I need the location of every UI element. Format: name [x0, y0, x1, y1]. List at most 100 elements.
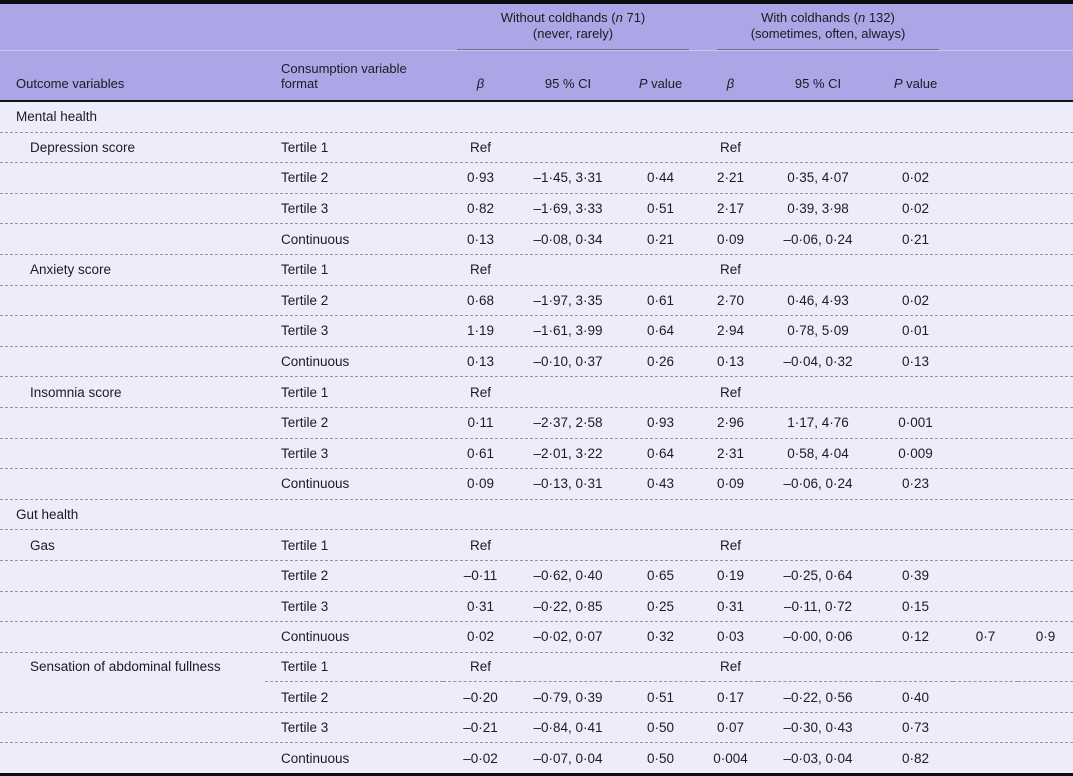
cell-beta-with: Ref [719, 262, 741, 278]
cell-p-without: 0·65 [646, 568, 675, 584]
cell-ci-with: –0·04, 0·32 [783, 354, 853, 370]
section-label: Mental health [16, 109, 98, 125]
cell-ci-without: –1·69, 3·33 [533, 201, 603, 217]
cell-p-with [878, 102, 953, 132]
cell-ci-without: –1·97, 3·35 [533, 292, 603, 308]
cell-extra-1 [953, 408, 1018, 438]
column-header-ci-without: 95 % CI [544, 76, 592, 91]
cell-extra-1 [953, 653, 1018, 683]
cell-ci-with [758, 500, 878, 530]
cell-format: Continuous [281, 629, 350, 645]
table-row: Tertile 3 0·31 –0·22, 0·85 0·25 0·31 –0·11, 0… [0, 592, 1073, 623]
cell-extra-2 [1018, 713, 1073, 743]
cell-p-without: 0·25 [646, 598, 675, 614]
cell-format: Continuous [281, 231, 350, 247]
table-row: Anxiety score Tertile 1 Ref Ref [0, 255, 1073, 286]
cell-beta-with: 0·03 [716, 629, 745, 645]
cell-ci-with: –0·30, 0·43 [783, 720, 853, 736]
cell-beta-without: 0·02 [466, 629, 495, 645]
column-header-format: Consumption variable format [281, 61, 407, 91]
cell-format: Tertile 1 [281, 139, 329, 155]
cell-beta-without [443, 500, 518, 530]
cell-extra-2 [1018, 743, 1073, 773]
cell-p-without [618, 653, 703, 683]
cell-format: Tertile 3 [281, 598, 329, 614]
cell-beta-with: 2·70 [716, 292, 745, 308]
cell-extra-2 [1018, 653, 1073, 683]
cell-ci-without: –0·84, 0·41 [533, 720, 603, 736]
cell-format: Tertile 2 [281, 292, 329, 308]
cell-beta-without: –0·21 [463, 720, 498, 736]
cell-extra-2 [1018, 469, 1073, 499]
cell-beta-with: 2·17 [716, 201, 745, 217]
cell-extra-1 [953, 713, 1018, 743]
cell-beta-with: 0·19 [716, 568, 745, 584]
cell-format: Tertile 1 [281, 537, 329, 553]
group-title: With coldhands (n 132) [761, 10, 895, 25]
cell-extra-2 [1018, 561, 1073, 591]
cell-p-without [618, 377, 703, 407]
cell-ci-with: 0·39, 3·98 [787, 201, 849, 217]
cell-outcome [0, 622, 265, 652]
cell-extra-2 [1018, 194, 1073, 224]
cell-beta-with: 0·09 [716, 476, 745, 492]
table-row: Tertile 3 0·61 –2·01, 3·22 0·64 2·31 0·58, 4·… [0, 439, 1073, 470]
cell-p-without [618, 133, 703, 163]
cell-p-without: 0·64 [646, 445, 675, 461]
cell-format: Tertile 1 [281, 262, 329, 278]
table-row: Tertile 2 –0·20 –0·79, 0·39 0·51 0·17 –0·22, … [0, 682, 1073, 713]
cell-ci-without: –2·37, 2·58 [533, 415, 603, 431]
cell-beta-with: 0·31 [716, 598, 745, 614]
cell-outcome [0, 592, 265, 622]
cell-extra-2: 0·9 [1035, 629, 1056, 645]
cell-p-without [618, 102, 703, 132]
header-divider-line [0, 50, 1073, 51]
cell-beta-without: Ref [469, 262, 491, 278]
cell-ci-with [758, 255, 878, 285]
group-header-without-coldhands: Without coldhands (n 71) (never, rarely) [457, 4, 689, 50]
cell-beta-without: Ref [469, 384, 491, 400]
cell-format: Tertile 1 [265, 653, 443, 683]
cell-p-with [878, 377, 953, 407]
cell-p-with: 0·02 [901, 201, 930, 217]
cell-extra-2 [1018, 500, 1073, 530]
table-row: Tertile 2 0·68 –1·97, 3·35 0·61 2·70 0·46, 4·… [0, 286, 1073, 317]
cell-beta-with: Ref [719, 384, 741, 400]
cell-format: Tertile 3 [281, 720, 329, 736]
cell-ci-with [758, 530, 878, 560]
cell-extra-2 [1018, 347, 1073, 377]
cell-beta-with: 2·31 [716, 445, 745, 461]
cell-extra-1 [953, 592, 1018, 622]
cell-p-without: 0·43 [646, 476, 675, 492]
cell-ci-with: 0·78, 5·09 [787, 323, 849, 339]
cell-extra-1 [953, 500, 1018, 530]
cell-extra-1 [953, 469, 1018, 499]
table-row: Tertile 2 –0·11 –0·62, 0·40 0·65 0·19 –0·25, … [0, 561, 1073, 592]
cell-outcome: Depression score [30, 139, 136, 155]
table-row: Tertile 2 0·93 –1·45, 3·31 0·44 2·21 0·35, 4·… [0, 163, 1073, 194]
cell-ci-without: –0·22, 0·85 [533, 598, 603, 614]
table-row: Continuous 0·13 –0·08, 0·34 0·21 0·09 –0·06, … [0, 224, 1073, 255]
table-row: Tertile 3 1·19 –1·61, 3·99 0·64 2·94 0·78, 5·… [0, 316, 1073, 347]
cell-beta-without: 0·61 [466, 445, 495, 461]
cell-p-without: 0·26 [646, 354, 675, 370]
cell-outcome [0, 408, 265, 438]
cell-p-with: 0·13 [901, 354, 930, 370]
cell-format [265, 102, 443, 132]
cell-outcome [0, 316, 265, 346]
cell-beta-with: 0·13 [716, 354, 745, 370]
cell-outcome [0, 439, 265, 469]
cell-extra-1 [953, 224, 1018, 254]
cell-extra-1 [953, 255, 1018, 285]
cell-outcome [0, 682, 265, 712]
cell-extra-2 [1018, 439, 1073, 469]
cell-p-with [878, 133, 953, 163]
cell-extra-2 [1018, 255, 1073, 285]
cell-outcome [0, 163, 265, 193]
cell-extra-2 [1018, 682, 1073, 712]
cell-outcome [0, 286, 265, 316]
cell-ci-without [518, 102, 618, 132]
cell-beta-without: –0·02 [463, 750, 498, 766]
cell-ci-with: –0·00, 0·06 [783, 629, 853, 645]
cell-p-without [618, 255, 703, 285]
